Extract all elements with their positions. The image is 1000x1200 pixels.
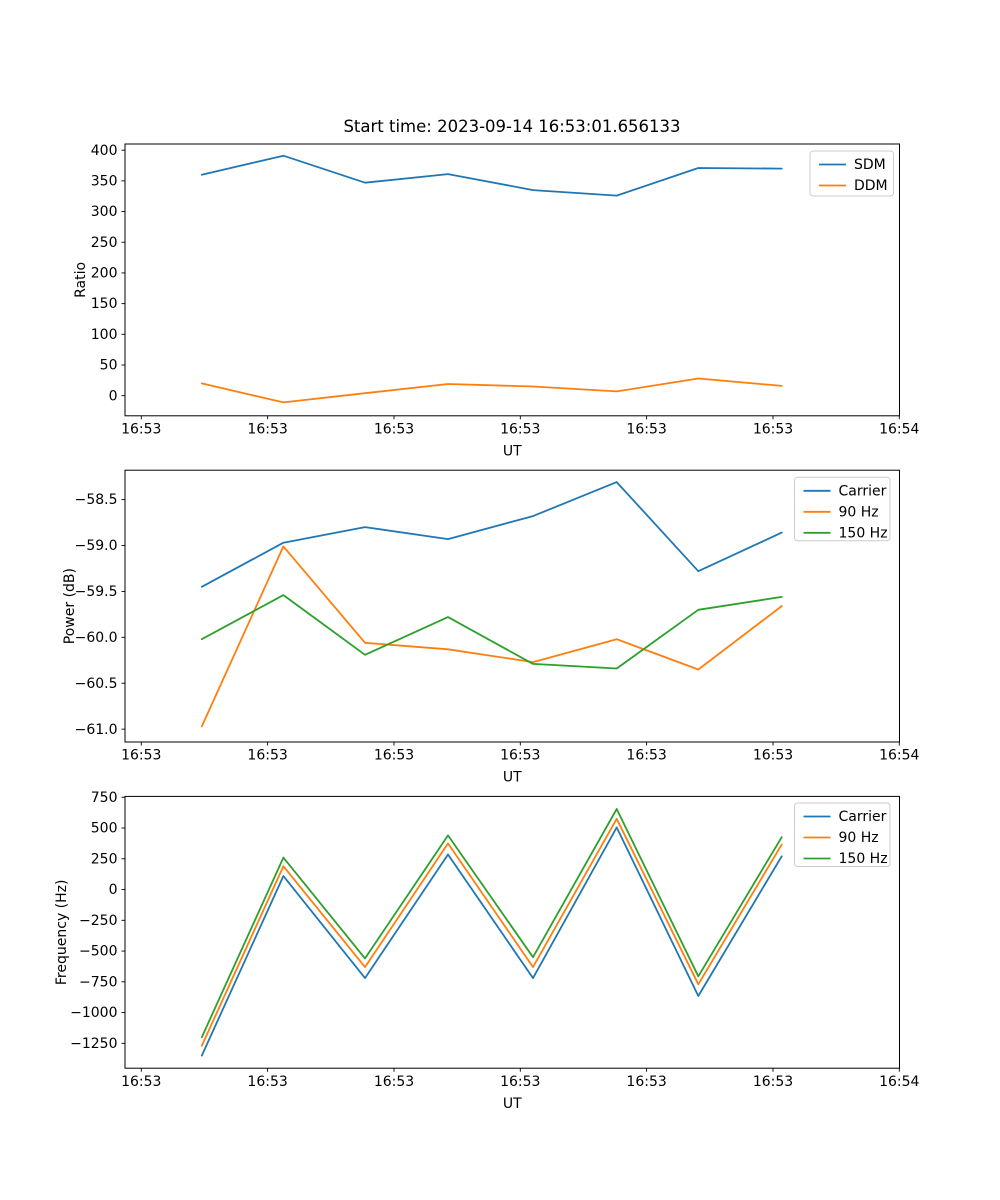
- y-tick-label: −750: [79, 974, 117, 990]
- y-tick-label: −60.0: [75, 630, 118, 646]
- legend-label: 90 Hz: [839, 504, 879, 520]
- legend-label: 150 Hz: [839, 525, 888, 541]
- y-tick-label: −58.5: [75, 492, 118, 508]
- legend-label: SDM: [854, 157, 886, 173]
- y-tick-label: 0: [109, 882, 118, 898]
- legend-box: [794, 802, 891, 867]
- legend-label: DDM: [854, 178, 888, 194]
- legend-label: 150 Hz: [839, 851, 888, 867]
- legend-box: [794, 476, 891, 542]
- series-line-carrier: [200, 826, 783, 1057]
- y-tick-label: 750: [91, 790, 118, 806]
- x-tick-label: 16:54: [879, 1074, 919, 1090]
- x-tick-label: 16:53: [753, 748, 793, 764]
- subplot-power: −58.5−59.0−59.5−60.0−60.5−61.016:53 16:53…: [62, 469, 920, 786]
- y-tick-label: 250: [91, 235, 118, 251]
- y-tick-label: 150: [91, 296, 118, 312]
- y-tick-label: 200: [91, 266, 118, 282]
- y-tick-label: 500: [91, 821, 118, 837]
- y-tick-label: 350: [91, 174, 118, 190]
- x-tick-label: 16:53: [626, 1074, 666, 1090]
- subplot-frequency: 750 500 250 0 −250 −500 −750 −1000 −1250 16:53 16:…: [54, 790, 920, 1112]
- x-tick-label: 16:54: [879, 421, 919, 437]
- x-tick-label: 16:53: [753, 421, 793, 437]
- y-tick-label: 0: [109, 388, 118, 404]
- y-tick-label: −250: [79, 913, 117, 929]
- axes-frame: [124, 143, 900, 417]
- x-tick-label: 16:53: [500, 1074, 540, 1090]
- x-tick-label: 16:53: [374, 421, 414, 437]
- y-tick-label: −59.5: [75, 584, 118, 600]
- y-tick-label: −59.0: [75, 538, 118, 554]
- x-tick-label: 16:54: [879, 748, 919, 764]
- y-tick-label: −61.0: [75, 722, 118, 738]
- legend-label: Carrier: [839, 483, 887, 499]
- legend: Carrier 90 Hz 150 Hz: [794, 476, 891, 542]
- legend: SDM DDM: [809, 150, 894, 197]
- y-tick-label: −500: [79, 944, 117, 960]
- y-tick-label: 250: [91, 851, 118, 867]
- y-tick-label: 300: [91, 204, 118, 220]
- series-line-90-hz: [200, 817, 783, 1047]
- y-tick-label: 50: [100, 358, 118, 374]
- series-line-150-hz: [200, 808, 783, 1039]
- x-tick-label: 16:53: [121, 421, 161, 437]
- series-line-ddm: [200, 377, 783, 404]
- x-axis-label: UT: [503, 443, 522, 459]
- axes-frame: [124, 469, 900, 743]
- x-tick-label: 16:53: [374, 1074, 414, 1090]
- x-tick-label: 16:53: [121, 748, 161, 764]
- legend: Carrier 90 Hz 150 Hz: [794, 802, 891, 867]
- x-tick-label: 16:53: [374, 748, 414, 764]
- x-tick-label: 16:53: [626, 421, 666, 437]
- x-tick-label: 16:53: [247, 421, 287, 437]
- y-tick-label: −1250: [70, 1036, 117, 1052]
- x-tick-label: 16:53: [500, 748, 540, 764]
- series-line-150-hz: [200, 594, 783, 670]
- x-tick-label: 16:53: [500, 421, 540, 437]
- y-tick-label: −1000: [70, 1005, 117, 1021]
- x-axis-label: UT: [503, 1096, 522, 1112]
- x-tick-label: 16:53: [121, 1074, 161, 1090]
- series-line-90-hz: [200, 545, 783, 728]
- figure-title: Start time: 2023-09-14 16:53:01.656133: [343, 117, 681, 136]
- subplot-ratio: 400 350 300 250 200 150 100 50 0 16:53 16:53 16:53 1…: [73, 143, 920, 460]
- y-axis-label: Power (dB): [62, 568, 78, 644]
- x-tick-label: 16:53: [626, 748, 666, 764]
- legend-label: 90 Hz: [839, 830, 879, 846]
- y-axis-label: Ratio: [73, 262, 89, 298]
- y-tick-label: −60.5: [75, 676, 118, 692]
- x-tick-label: 16:53: [753, 1074, 793, 1090]
- y-tick-label: 100: [91, 327, 118, 343]
- x-tick-label: 16:53: [247, 748, 287, 764]
- y-axis-label: Frequency (Hz): [54, 880, 70, 986]
- series-line-carrier: [200, 481, 783, 588]
- y-tick-label: 400: [91, 143, 118, 159]
- x-tick-label: 16:53: [247, 1074, 287, 1090]
- series-line-sdm: [200, 154, 783, 197]
- x-axis-label: UT: [503, 770, 522, 786]
- axes-frame: [124, 795, 900, 1069]
- legend-label: Carrier: [839, 809, 887, 825]
